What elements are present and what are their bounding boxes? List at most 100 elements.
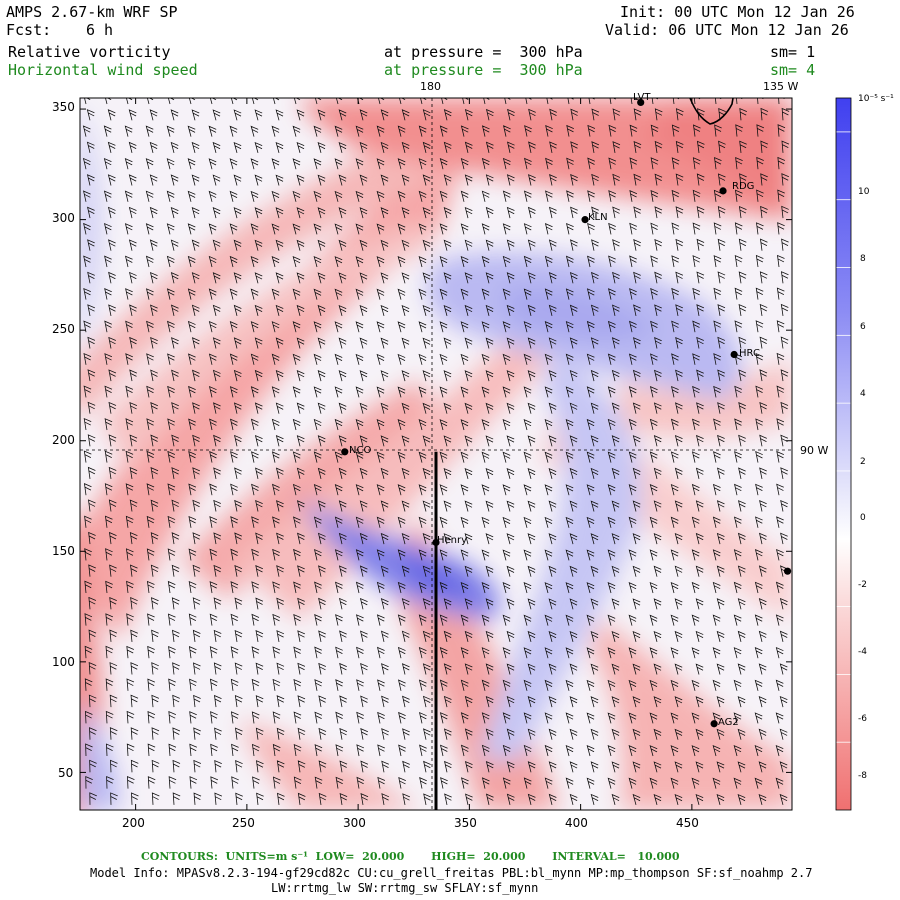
- wind-barb: [506, 598, 515, 610]
- wind-barb: [209, 678, 218, 691]
- wind-barb: [356, 646, 364, 659]
- wind-barb: [586, 745, 595, 757]
- wind-barb: [670, 418, 679, 431]
- wind-barb: [339, 630, 347, 642]
- wind-barb: [649, 679, 658, 691]
- wind-barb: [339, 727, 348, 740]
- wind-barb: [674, 532, 683, 545]
- wind-barb: [359, 565, 368, 577]
- wind-barb: [443, 435, 452, 447]
- wind-barb: [502, 288, 511, 300]
- wind-barb: [355, 125, 364, 137]
- wind-barb: [586, 777, 595, 789]
- wind-barb: [313, 321, 322, 333]
- wind-barb: [124, 190, 133, 202]
- wind-barb: [586, 516, 595, 528]
- wind-barb: [611, 402, 620, 414]
- wind-barb: [586, 679, 595, 691]
- wind-barb: [105, 580, 113, 594]
- wind-barb: [251, 646, 260, 659]
- wind-barb: [548, 728, 557, 740]
- wind-barb: [611, 369, 620, 382]
- wind-barb: [109, 629, 118, 642]
- wind-barb: [675, 271, 684, 284]
- wind-barb: [397, 158, 406, 170]
- wind-barb: [590, 663, 599, 675]
- wind-barb: [126, 710, 135, 724]
- model-title: AMPS 2.67-km WRF SP: [6, 3, 178, 21]
- wind-barb: [147, 710, 156, 724]
- wind-barb: [443, 337, 452, 349]
- wind-barb: [735, 156, 743, 170]
- wind-barb: [271, 451, 280, 463]
- wind-barb: [418, 516, 427, 528]
- wind-barb: [355, 386, 364, 398]
- wind-barb: [147, 645, 155, 659]
- wind-barb: [629, 222, 637, 235]
- wind-barb: [124, 158, 133, 170]
- wind-barb: [607, 745, 616, 757]
- wind-barb: [481, 484, 490, 496]
- wind-barb: [359, 500, 368, 512]
- wind-barb: [649, 581, 658, 594]
- wind-barb: [718, 140, 726, 153]
- wind-barb: [83, 352, 92, 365]
- wind-barb: [84, 613, 93, 626]
- wind-barb: [230, 711, 239, 724]
- wind-barb: [356, 614, 364, 626]
- wind-barb: [481, 679, 490, 691]
- wind-barb: [276, 695, 285, 708]
- wind-barb: [191, 109, 200, 121]
- wind-barb: [150, 499, 159, 512]
- wind-barb: [317, 370, 326, 382]
- wind-barb: [611, 533, 620, 545]
- station-marker: [710, 720, 718, 728]
- wind-barb: [231, 743, 239, 757]
- wind-barb: [734, 451, 742, 463]
- wind-barb: [84, 710, 93, 724]
- station-label-kln: KLN: [588, 212, 608, 223]
- wind-barb: [146, 515, 155, 528]
- wind-barb: [317, 304, 326, 317]
- wind-barb: [632, 402, 641, 414]
- meridian-label-90w: 90 W: [800, 444, 829, 457]
- wind-barb: [569, 467, 578, 480]
- wind-barb: [251, 516, 259, 528]
- wind-barb: [356, 711, 364, 724]
- wind-barb: [649, 614, 658, 626]
- wind-barb: [296, 272, 305, 284]
- wind-barb: [419, 744, 427, 757]
- wind-barb: [691, 516, 700, 528]
- wind-barb: [397, 646, 406, 659]
- wind-barb: [565, 255, 574, 268]
- wind-barb: [443, 109, 452, 121]
- wind-barb: [125, 418, 134, 431]
- wind-barb: [145, 255, 154, 268]
- wind-barb: [439, 321, 448, 333]
- wind-barb: [629, 320, 637, 333]
- wind-barb: [523, 223, 532, 235]
- wind-barb: [108, 401, 117, 414]
- wind-barb: [151, 629, 159, 642]
- wind-barb: [254, 304, 263, 317]
- wind-barb: [150, 337, 158, 349]
- wind-barb: [334, 516, 343, 528]
- wind-barb: [398, 744, 406, 757]
- wind-barb: [692, 353, 700, 365]
- wind-barb: [151, 694, 160, 708]
- wind-barb: [544, 418, 553, 431]
- wind-barb: [548, 402, 557, 414]
- wind-barb: [670, 647, 679, 659]
- wind-barb: [297, 565, 305, 577]
- wind-barb: [297, 597, 305, 610]
- wind-barb: [418, 646, 427, 659]
- wind-barb: [235, 727, 243, 740]
- wind-barb: [607, 451, 616, 463]
- wind-barb: [481, 353, 490, 365]
- station-marker: [581, 216, 589, 224]
- wind-barb: [650, 124, 659, 137]
- wind-barb: [777, 254, 785, 268]
- wind-barb: [586, 288, 595, 300]
- wind-barb: [397, 419, 406, 431]
- wind-barb: [717, 173, 726, 186]
